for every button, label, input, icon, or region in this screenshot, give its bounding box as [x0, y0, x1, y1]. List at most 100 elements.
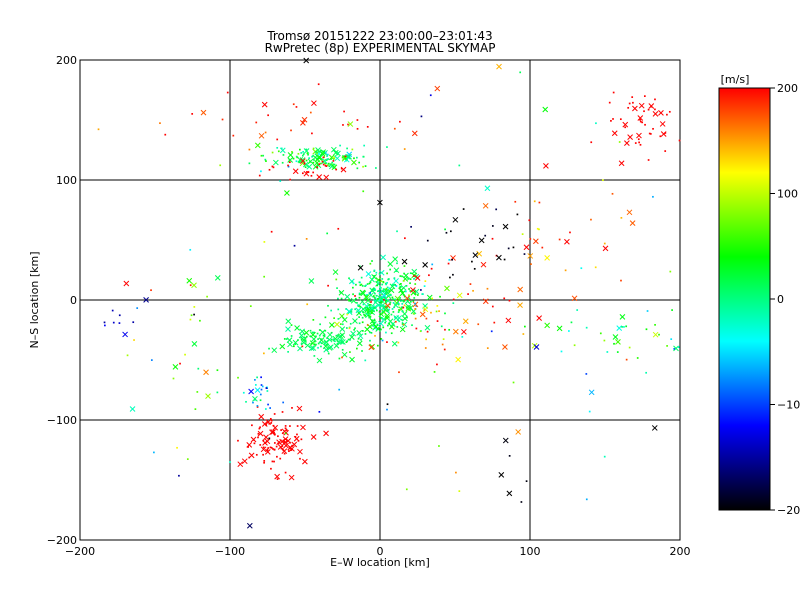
data-point [382, 290, 385, 293]
data-point [266, 448, 269, 451]
data-point [394, 320, 397, 323]
data-point [414, 293, 417, 296]
data-point [503, 258, 506, 261]
data-point [408, 277, 410, 280]
data-point [508, 299, 511, 302]
data-point [599, 332, 602, 335]
data-point-cross [299, 158, 306, 164]
data-point [364, 165, 367, 167]
data-point [378, 287, 381, 290]
data-point [361, 330, 364, 332]
data-point [260, 170, 262, 173]
data-point-cross [273, 159, 279, 166]
data-point [369, 262, 372, 265]
data-point [403, 304, 406, 307]
data-point-cross [389, 321, 396, 327]
data-point [306, 171, 308, 173]
data-point [374, 307, 376, 309]
data-point [397, 303, 400, 305]
data-point [643, 110, 645, 113]
data-point-cross [502, 223, 509, 230]
data-point-cross [618, 160, 625, 167]
data-point [436, 363, 438, 366]
data-point-cross [498, 472, 505, 478]
data-point [424, 347, 427, 349]
data-point [408, 294, 410, 297]
data-point [369, 291, 372, 294]
data-point-cross [424, 324, 431, 331]
data-point-cross [301, 116, 308, 123]
data-point [190, 314, 193, 317]
data-point [267, 447, 270, 449]
axis-ticks: −200 −100 0 100 200 −200 −100 0 100 200 [47, 54, 691, 558]
data-point [321, 160, 324, 163]
data-point [318, 163, 321, 166]
data-point [251, 424, 253, 427]
data-point [654, 98, 656, 101]
data-point-cross [252, 395, 258, 402]
x-tick-label: 0 [377, 545, 384, 558]
data-point [495, 208, 498, 211]
data-point [297, 152, 300, 155]
y-axis-label: N–S location [km] [28, 251, 41, 348]
data-point-cross [360, 290, 367, 297]
data-point-cross [285, 318, 292, 325]
data-point [388, 323, 391, 325]
data-point [639, 143, 642, 146]
data-point [533, 200, 536, 203]
data-point [311, 155, 314, 158]
data-point [367, 302, 369, 305]
data-point [595, 122, 597, 125]
data-point [296, 433, 298, 436]
data-point-cross [304, 342, 311, 349]
data-point-cross [323, 430, 329, 437]
data-point-cross [299, 157, 306, 163]
data-point [405, 488, 408, 491]
data-point-cross [378, 269, 385, 276]
data-point-cross [399, 290, 406, 297]
data-point [346, 147, 348, 150]
data-point [216, 391, 219, 394]
data-point-cross [375, 277, 382, 283]
data-point [524, 325, 526, 328]
data-point [260, 384, 263, 386]
data-point [133, 339, 135, 341]
data-point-cross [327, 331, 333, 338]
data-point [486, 347, 489, 349]
data-point-cross [410, 287, 416, 293]
data-point [412, 300, 415, 302]
data-point [312, 171, 315, 174]
data-point [341, 356, 343, 359]
data-point [377, 298, 379, 300]
data-point-cross [377, 199, 383, 206]
data-point [388, 308, 390, 311]
data-point [364, 285, 366, 287]
data-point [519, 71, 522, 74]
data-point [631, 96, 634, 98]
data-point [272, 424, 275, 427]
data-point [260, 388, 263, 391]
data-point [444, 228, 446, 231]
data-point [252, 401, 254, 404]
data-point [362, 311, 365, 314]
data-point [199, 319, 201, 322]
data-point-cross [339, 326, 346, 333]
x-tick-label: −200 [65, 545, 95, 558]
data-point [392, 311, 395, 313]
data-point [645, 328, 648, 331]
data-point [439, 295, 441, 298]
data-point [350, 311, 353, 313]
data-point-cross [334, 321, 340, 328]
data-point [371, 260, 373, 262]
data-point [284, 432, 287, 435]
data-point-cross [336, 338, 342, 345]
data-point [316, 332, 319, 335]
data-point [306, 152, 309, 155]
data-point [132, 321, 135, 324]
data-point [399, 297, 401, 299]
data-point [351, 280, 354, 283]
data-point [385, 331, 387, 334]
data-point-cross [334, 155, 341, 162]
data-point [300, 336, 303, 339]
data-point [355, 283, 357, 286]
